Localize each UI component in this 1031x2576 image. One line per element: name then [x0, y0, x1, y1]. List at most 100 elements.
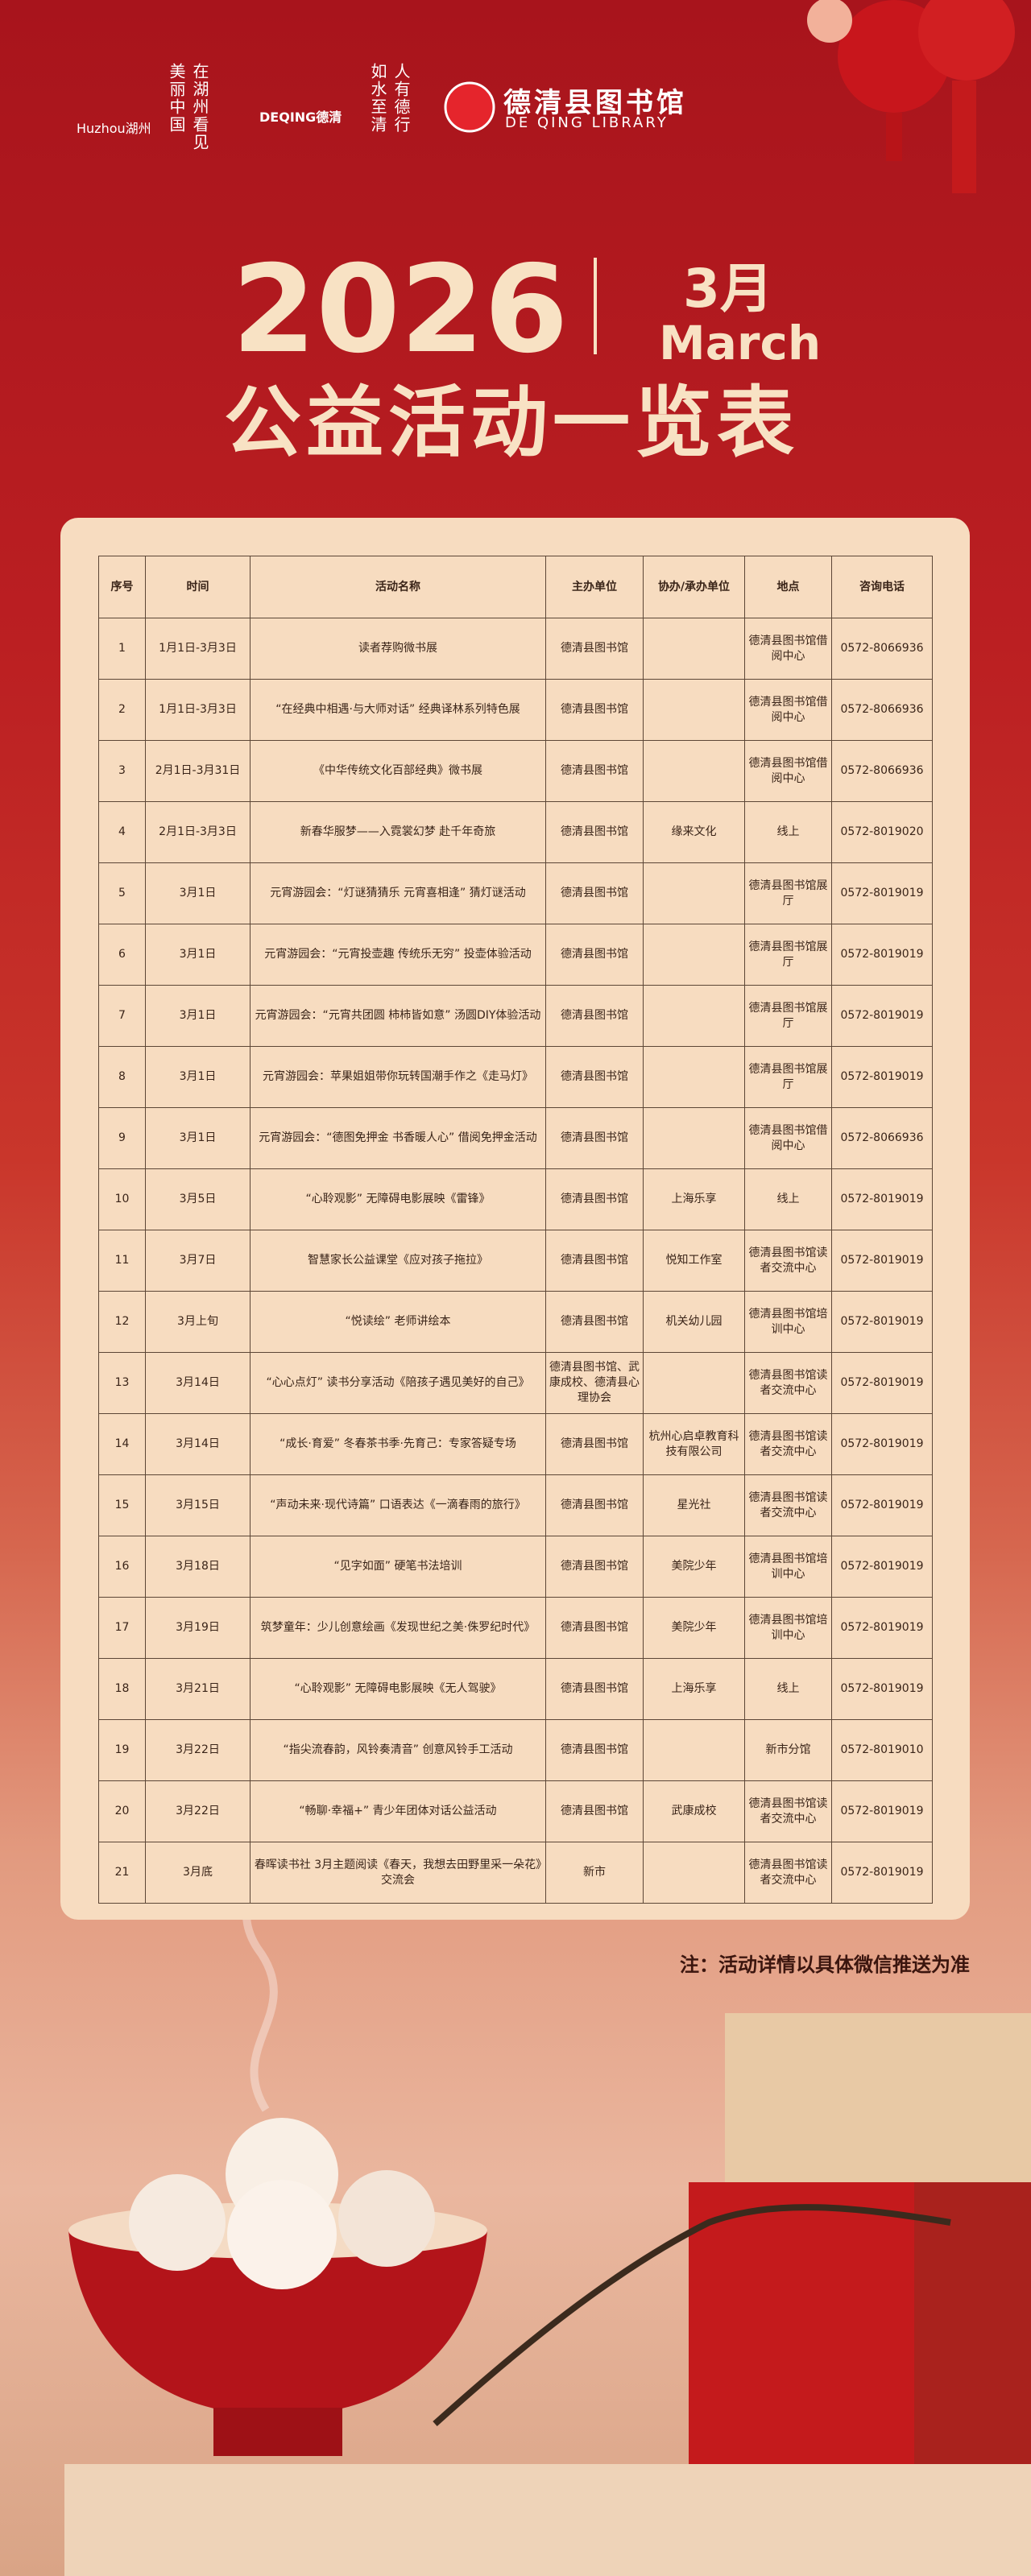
table-cell: 德清县图书馆读者交流中心: [744, 1842, 832, 1904]
table-cell: 1月1日-3月3日: [145, 618, 251, 680]
table-cell: 德清县图书馆读者交流中心: [744, 1474, 832, 1536]
table-cell: 德清县图书馆培训中心: [744, 1536, 832, 1598]
table-cell: 5: [98, 862, 146, 924]
table-cell: 0572-8019019: [831, 862, 933, 924]
column-header: 序号: [98, 556, 146, 618]
table-cell: 上海乐享: [643, 1168, 745, 1230]
table-cell: 线上: [744, 1658, 832, 1720]
table-row: 8 3月1日 元宵游园会：苹果姐姐带你玩转国潮手作之《走马灯》 德清县图书馆 德清县图书…: [98, 1046, 933, 1108]
month: 3月: [683, 258, 773, 320]
table-cell: 读者荐购微书展: [250, 618, 546, 680]
column-header: 活动名称: [250, 556, 546, 618]
table-cell: 线上: [744, 801, 832, 863]
table-cell: 德清县图书馆: [545, 1536, 644, 1598]
table-cell: 2月1日-3月3日: [145, 801, 251, 863]
table-cell: [643, 1842, 745, 1904]
table-cell: 德清县图书馆: [545, 1658, 644, 1720]
table-cell: 15: [98, 1474, 146, 1536]
table-row: 5 3月1日 元宵游园会：“灯谜猜猜乐 元宵喜相逢” 猜灯谜活动 德清县图书馆 德清县图…: [98, 862, 933, 924]
table-cell: 德清县图书馆展厅: [744, 1046, 832, 1108]
table-cell: 春晖读书社 3月主题阅读《春天，我想去田野里采一朵花》交流会: [250, 1842, 546, 1904]
table-cell: 3月21日: [145, 1658, 251, 1720]
table-cell: 13: [98, 1352, 146, 1414]
library-name: 德清县图书馆: [503, 87, 687, 119]
table-cell: 0572-8066936: [831, 618, 933, 680]
table-cell: 德清县图书馆读者交流中心: [744, 1230, 832, 1292]
table-cell: 德清县图书馆培训中心: [744, 1597, 832, 1659]
table-cell: 《中华传统文化百部经典》微书展: [250, 740, 546, 802]
table-cell: 德清县图书馆培训中心: [744, 1291, 832, 1353]
table-cell: 0572-8019019: [831, 1842, 933, 1904]
bowl: [68, 2118, 487, 2456]
pine: [433, 2204, 951, 2426]
table-cell: “心心点灯” 读书分享活动《陪孩子遇见美好的自己》: [250, 1352, 546, 1414]
table-body: 1 1月1日-3月3日 读者荐购微书展 德清县图书馆 德清县图书馆借阅中心 0572-80…: [98, 618, 933, 1904]
table-row: 13 3月14日 “心心点灯” 读书分享活动《陪孩子遇见美好的自己》 德清县图书馆、武…: [98, 1352, 933, 1414]
table-cell: 新市分馆: [744, 1719, 832, 1781]
table-cell: 3月1日: [145, 985, 251, 1047]
table-cell: “心聆观影” 无障碍电影展映《无人驾驶》: [250, 1658, 546, 1720]
table-cell: 德清县图书馆、武康成校、德清县心理协会: [545, 1352, 644, 1414]
table-cell: [643, 1719, 745, 1781]
table-row: 3 2月1日-3月31日 《中华传统文化百部经典》微书展 德清县图书馆 德清县图书馆借阅…: [98, 740, 933, 802]
table-cell: 11: [98, 1230, 146, 1292]
table-cell: 星光社: [643, 1474, 745, 1536]
table-cell: 元宵游园会：苹果姐姐带你玩转国潮手作之《走马灯》: [250, 1046, 546, 1108]
table-cell: 新春华服梦——入霓裳幻梦 赴千年奇旅: [250, 801, 546, 863]
table-cell: “心聆观影” 无障碍电影展映《雷锋》: [250, 1168, 546, 1230]
table-cell: 筑梦童年：少儿创意绘画《发现世纪之美·侏罗纪时代》: [250, 1597, 546, 1659]
table-cell: 智慧家长公益课堂《应对孩子拖拉》: [250, 1230, 546, 1292]
table-cell: 20: [98, 1780, 146, 1842]
table-cell: 武康成校: [643, 1780, 745, 1842]
table-cell: 元宵游园会：“元宵投壶趣 传统乐无穷” 投壶体验活动: [250, 924, 546, 986]
table-cell: 16: [98, 1536, 146, 1598]
table-cell: 德清县图书馆展厅: [744, 924, 832, 986]
note: 注：活动详情以具体微信推送为准: [680, 1954, 970, 1976]
table-cell: 德清县图书馆: [545, 1597, 644, 1659]
table-cell: 0572-8019019: [831, 985, 933, 1047]
table-row: 18 3月21日 “心聆观影” 无障碍电影展映《无人驾驶》 德清县图书馆 上海乐享 线上 0…: [98, 1658, 933, 1720]
logo-deqing: DEQING德清: [259, 110, 342, 125]
table-cell: 美院少年: [643, 1597, 745, 1659]
table-cell: 元宵游园会：“灯谜猜猜乐 元宵喜相逢” 猜灯谜活动: [250, 862, 546, 924]
table-cell: 0572-8019019: [831, 1413, 933, 1475]
table-cell: 18: [98, 1658, 146, 1720]
table-cell: 0572-8019019: [831, 1168, 933, 1230]
table-cell: 悦知工作室: [643, 1230, 745, 1292]
activity-table: 序号 时间 活动名称 主办单位 协办/承办单位 地点 咨询电话 1 1月1日-3月3日 读者荐购…: [98, 556, 933, 1904]
table-cell: 德清县图书馆: [545, 618, 644, 680]
table-cell: 德清县图书馆: [545, 1719, 644, 1781]
table-cell: 德清县图书馆: [545, 1107, 644, 1169]
heading: 公益活动一览表: [224, 377, 799, 468]
table-cell: 19: [98, 1719, 146, 1781]
table-cell: “声动未来·现代诗篇” 口语表达《一滴春雨的旅行》: [250, 1474, 546, 1536]
table-cell: 美院少年: [643, 1536, 745, 1598]
column-header: 地点: [744, 556, 832, 618]
table-cell: 3月底: [145, 1842, 251, 1904]
table-cell: 3月1日: [145, 1107, 251, 1169]
table-cell: 德清县图书馆读者交流中心: [744, 1413, 832, 1475]
table-cell: 0572-8066936: [831, 679, 933, 741]
table-cell: 德清县图书馆: [545, 1046, 644, 1108]
month-en: March: [659, 316, 822, 370]
table-cell: 德清县图书馆: [545, 1291, 644, 1353]
table-cell: [643, 985, 745, 1047]
table-cell: [643, 924, 745, 986]
table-cell: 0572-8066936: [831, 1107, 933, 1169]
table-cell: 6: [98, 924, 146, 986]
library-emblem: [444, 81, 495, 133]
table-cell: [643, 1107, 745, 1169]
table-cell: 德清县图书馆: [545, 1413, 644, 1475]
table-cell: 0572-8019019: [831, 924, 933, 986]
table-cell: 7: [98, 985, 146, 1047]
lanterns: [807, 0, 1015, 193]
table-cell: 21: [98, 1842, 146, 1904]
table-row: 20 3月22日 “畅聊·幸福+” 青少年团体对话公益活动 德清县图书馆 武康成校 德清县…: [98, 1780, 933, 1842]
table-cell: 元宵游园会：“元宵共团圆 柿柿皆如意” 汤圆DIY体验活动: [250, 985, 546, 1047]
table-cell: 德清县图书馆: [545, 985, 644, 1047]
table-surface: [64, 2464, 1031, 2576]
table-cell: 3月22日: [145, 1719, 251, 1781]
table-cell: 德清县图书馆: [545, 862, 644, 924]
table-row: 4 2月1日-3月3日 新春华服梦——入霓裳幻梦 赴千年奇旅 德清县图书馆 缘来文化 线上…: [98, 801, 933, 863]
table-cell: “在经典中相遇·与大师对话” 经典译林系列特色展: [250, 679, 546, 741]
